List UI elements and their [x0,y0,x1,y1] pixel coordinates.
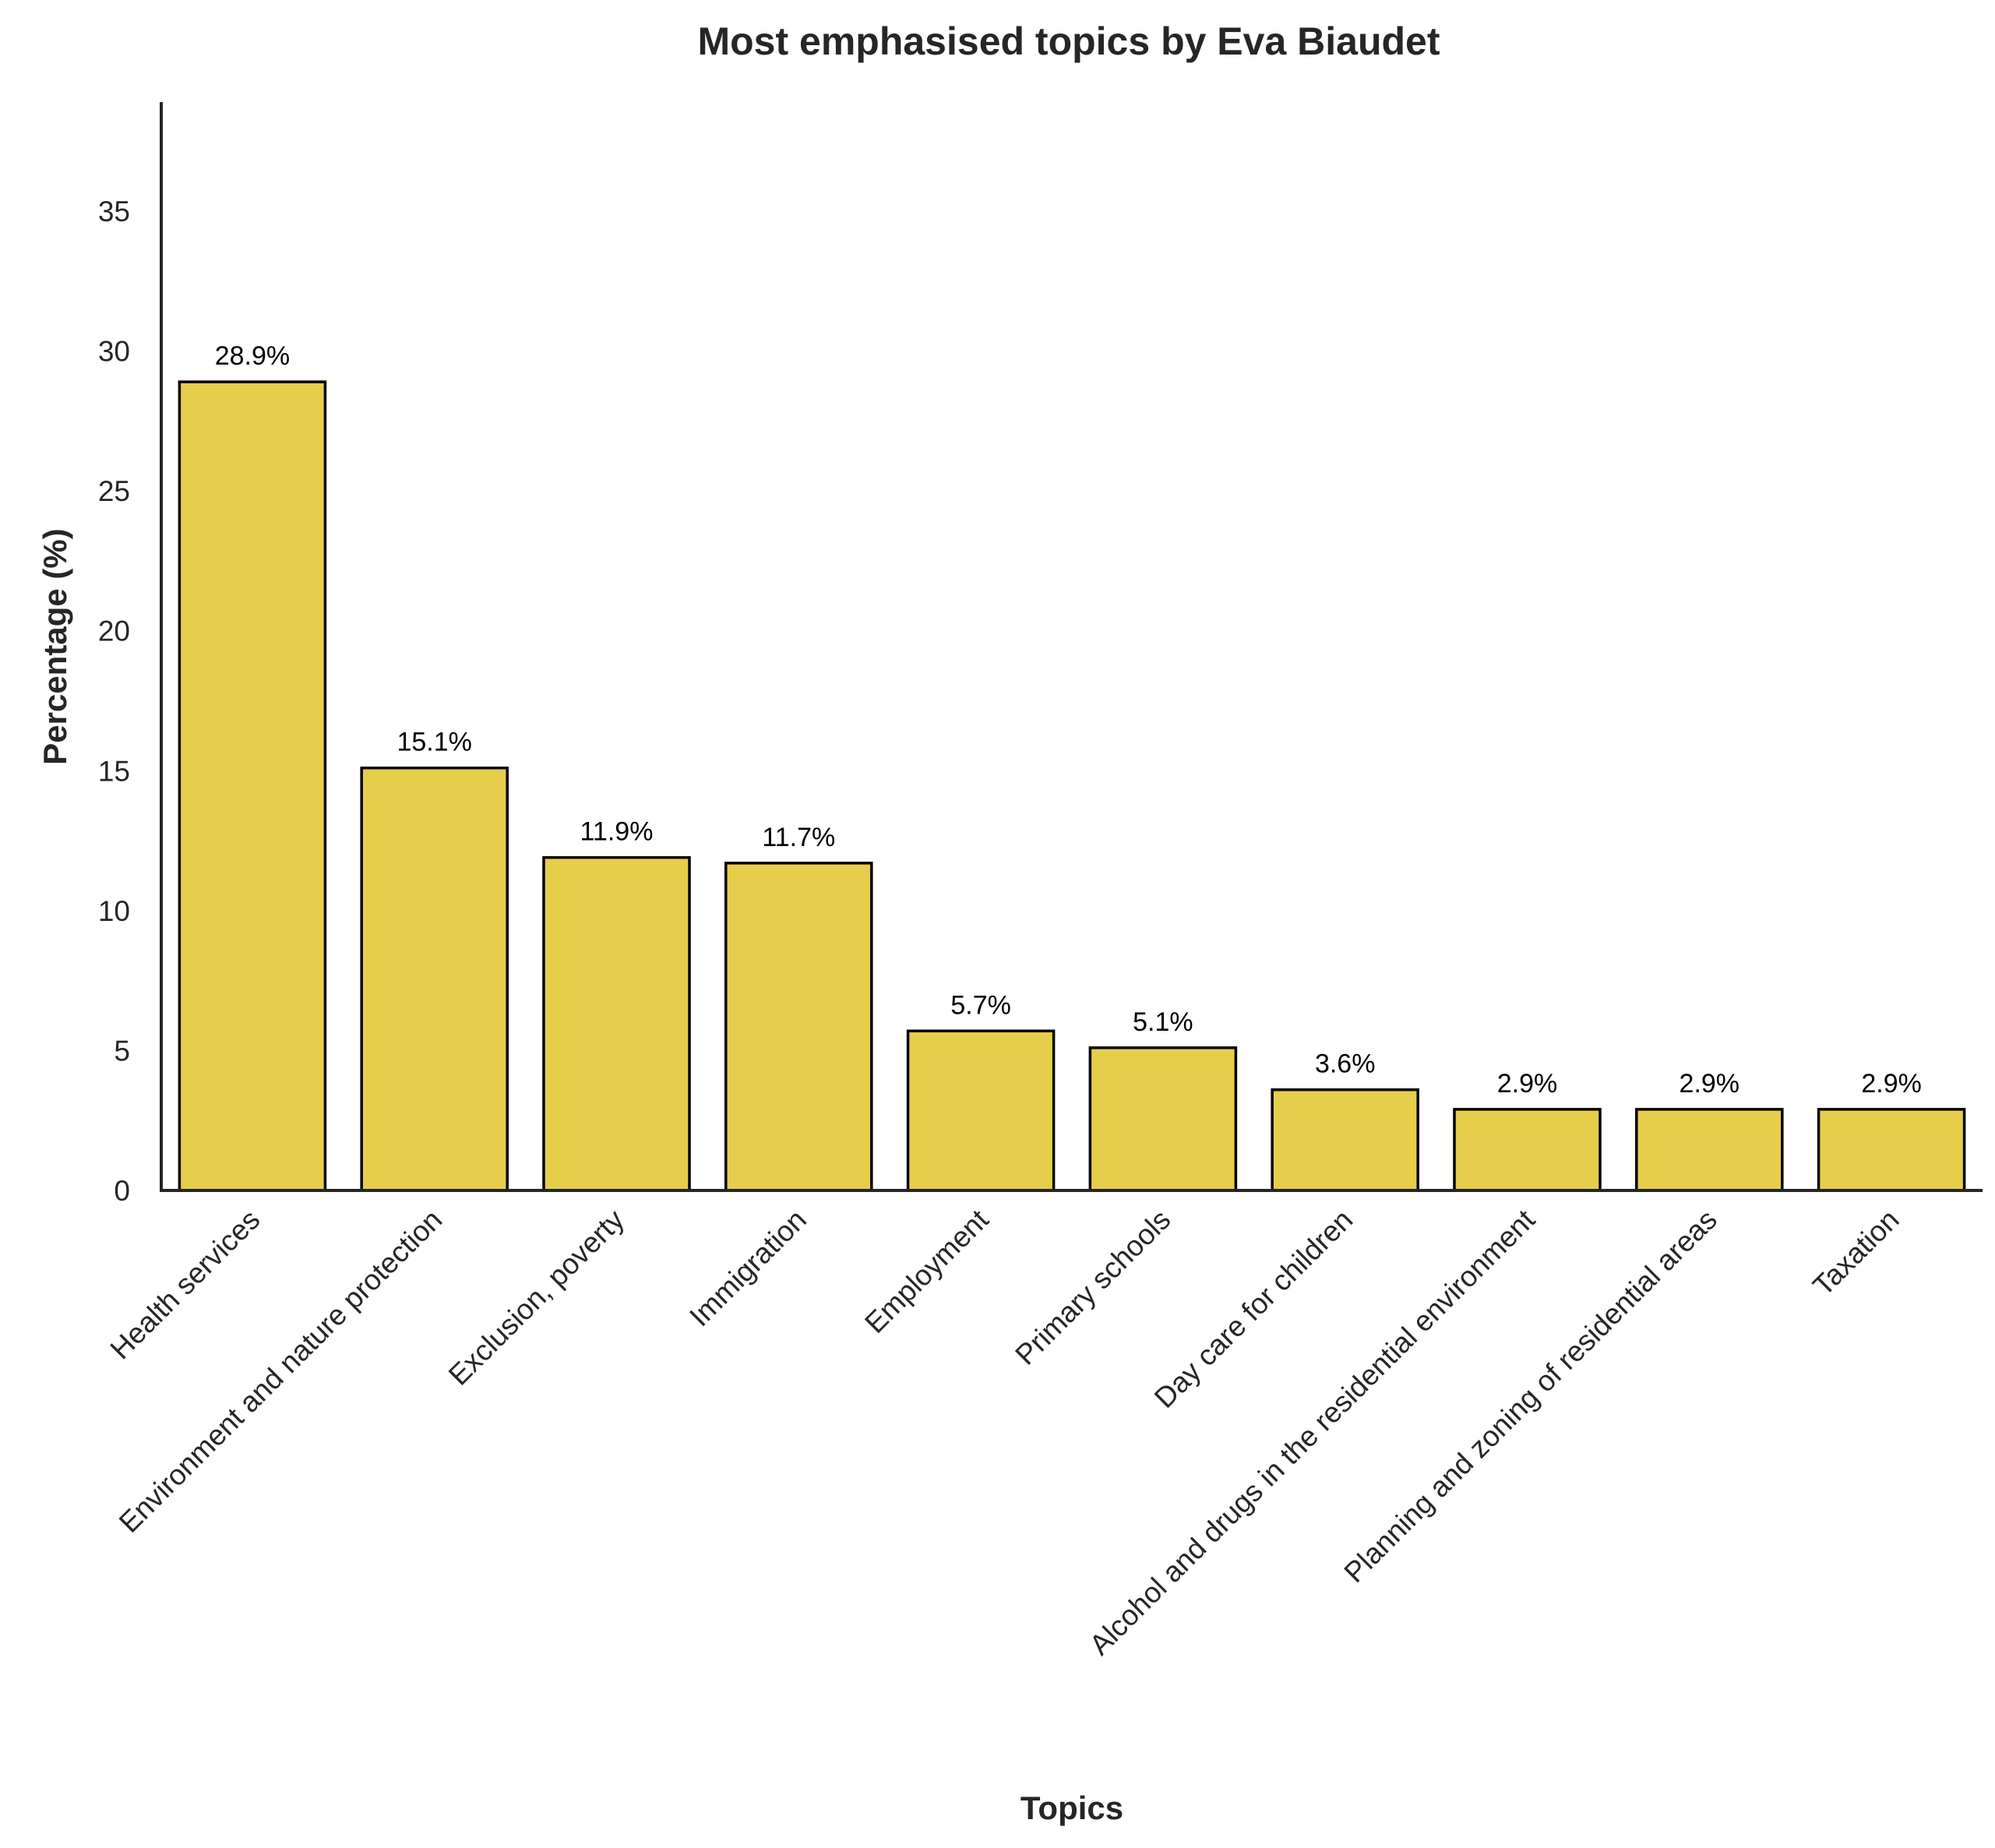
y-tick-label: 15 [98,755,130,787]
bar-value-label: 28.9% [215,341,290,371]
bar [1817,1108,1966,1192]
bar [1635,1108,1784,1192]
bar [542,855,691,1192]
bar-value-label: 3.6% [1315,1049,1376,1079]
bar-value-label: 5.1% [1133,1007,1193,1037]
bar-value-label: 11.7% [762,823,835,852]
bar [1453,1108,1602,1192]
y-tick-label: 25 [98,475,130,507]
bar [360,766,509,1192]
x-axis-label: Topics [1020,1790,1123,1826]
bar [1271,1088,1419,1192]
plot-area: 0 5 10 15 20 25 30 35 28.9% Health services 15.1% E… [98,196,1966,1661]
x-tick-label: Employment [858,1203,995,1339]
bar [724,862,873,1192]
x-tick-label: Taxation [1806,1204,1905,1302]
x-tick-label: Planning and zoning of residential areas [1338,1204,1723,1589]
y-tick-label: 30 [98,336,130,368]
bar-value-label: 11.9% [580,817,654,847]
bar-value-label: 2.9% [1861,1069,1922,1099]
x-tick-label: Day care for children [1148,1204,1359,1414]
bar-value-label: 2.9% [1497,1069,1558,1099]
x-tick-label: Exclusion, poverty [442,1203,631,1391]
x-tick-label: Environment and nature protection [113,1204,448,1539]
x-tick-label: Primary schools [1009,1204,1176,1371]
chart-title: Most emphasised topics by Eva Biaudet [697,19,1440,63]
bar [906,1029,1056,1192]
y-axis-label: Percentage (%) [37,528,73,764]
bar-value-label: 2.9% [1680,1069,1740,1099]
bar-value-label: 15.1% [397,728,471,757]
x-tick-label: Immigration [683,1204,812,1333]
bar [1088,1046,1238,1192]
bar-value-label: 5.7% [950,990,1011,1020]
y-tick-label: 10 [98,895,130,927]
y-tick-label: 0 [114,1175,130,1207]
y-tick-label: 5 [114,1035,130,1067]
y-tick-label: 20 [98,615,130,647]
bar [178,380,327,1192]
x-tick-label: Health services [104,1204,266,1366]
y-tick-label: 35 [98,196,130,227]
